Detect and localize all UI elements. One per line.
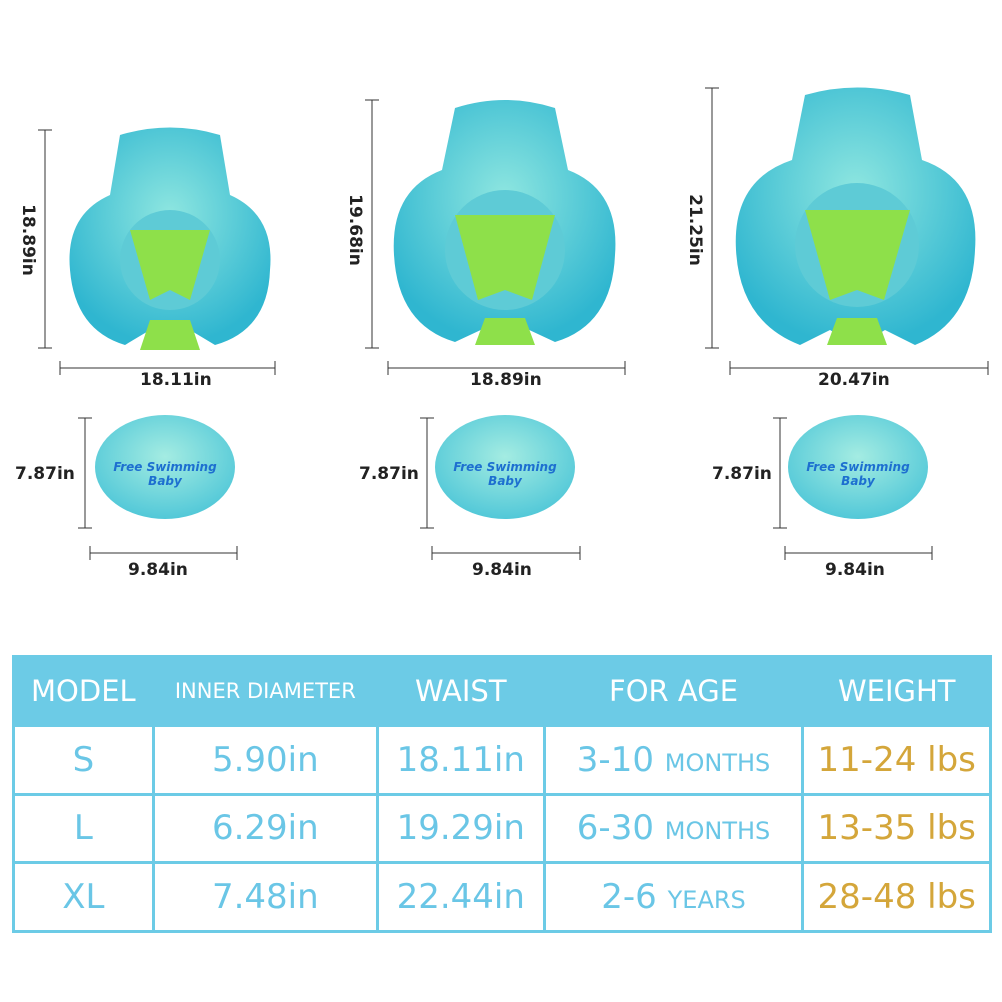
pillow-s-height: 7.87in [15, 464, 75, 484]
float-l-height: 19.68in [344, 194, 365, 266]
age-unit: MONTHS [664, 817, 771, 846]
age-unit: YEARS [667, 886, 746, 915]
float-s-width: 18.11in [140, 370, 212, 390]
age-value: 2-6 [601, 877, 657, 918]
model: L [12, 792, 155, 865]
table-row: L 6.29in 19.29in 6-30 MONTHS 13-35 lbs [12, 792, 992, 865]
table-header-row: MODEL INNER DIAMETER WAIST FOR AGE WEIGH… [12, 655, 992, 727]
pillow-small [95, 415, 235, 519]
model: S [12, 724, 155, 796]
pillow-logo: Free Swimming Baby [453, 460, 557, 488]
pillow-large [788, 415, 928, 519]
inner-diameter: 6.29in [151, 792, 379, 865]
weight: 28-48 lbs [801, 861, 992, 933]
age: 3-10 MONTHS [542, 724, 805, 796]
pillow-xl-width: 9.84in [825, 560, 885, 580]
table-row: S 5.90in 18.11in 3-10 MONTHS 11-24 lbs [12, 724, 992, 796]
dimension-lines [38, 87, 989, 560]
inner-diameter: 7.48in [151, 861, 379, 933]
age-unit: MONTHS [664, 748, 771, 777]
table-row: XL 7.48in 22.44in 2-6 YEARS 28-48 lbs [12, 861, 992, 933]
weight: 13-35 lbs [801, 792, 992, 865]
pillow-l-height: 7.87in [359, 464, 419, 484]
size-chart-table: MODEL INNER DIAMETER WAIST FOR AGE WEIGH… [12, 655, 992, 933]
pillow-l-width: 9.84in [472, 560, 532, 580]
waist: 18.11in [375, 724, 546, 796]
pillow-medium [435, 415, 575, 519]
float-medium [393, 100, 616, 345]
float-l-width: 18.89in [470, 370, 542, 390]
inner-diameter: 5.90in [151, 724, 379, 796]
header-waist: WAIST [375, 655, 546, 727]
header-model: MODEL [12, 655, 155, 727]
pillow-xl-height: 7.87in [712, 464, 772, 484]
model: XL [12, 861, 155, 933]
waist: 22.44in [375, 861, 546, 933]
pillow-logo: Free Swimming Baby [806, 460, 910, 488]
header-weight: WEIGHT [801, 655, 992, 727]
header-inner-diameter: INNER DIAMETER [151, 655, 379, 727]
age-value: 3-10 [576, 739, 654, 780]
pillow-logo: Free Swimming Baby [113, 460, 217, 488]
waist: 19.29in [375, 792, 546, 865]
age: 2-6 YEARS [542, 861, 805, 933]
product-illustrations [38, 87, 989, 560]
float-xl-height: 21.25in [684, 194, 705, 266]
pillow-s-width: 9.84in [128, 560, 188, 580]
float-small [69, 127, 271, 350]
header-for-age: FOR AGE [542, 655, 805, 727]
float-large [735, 87, 976, 345]
float-xl-width: 20.47in [818, 370, 890, 390]
weight: 11-24 lbs [801, 724, 992, 796]
age-value: 6-30 [576, 808, 654, 849]
age: 6-30 MONTHS [542, 792, 805, 865]
float-s-height: 18.89in [17, 204, 38, 276]
